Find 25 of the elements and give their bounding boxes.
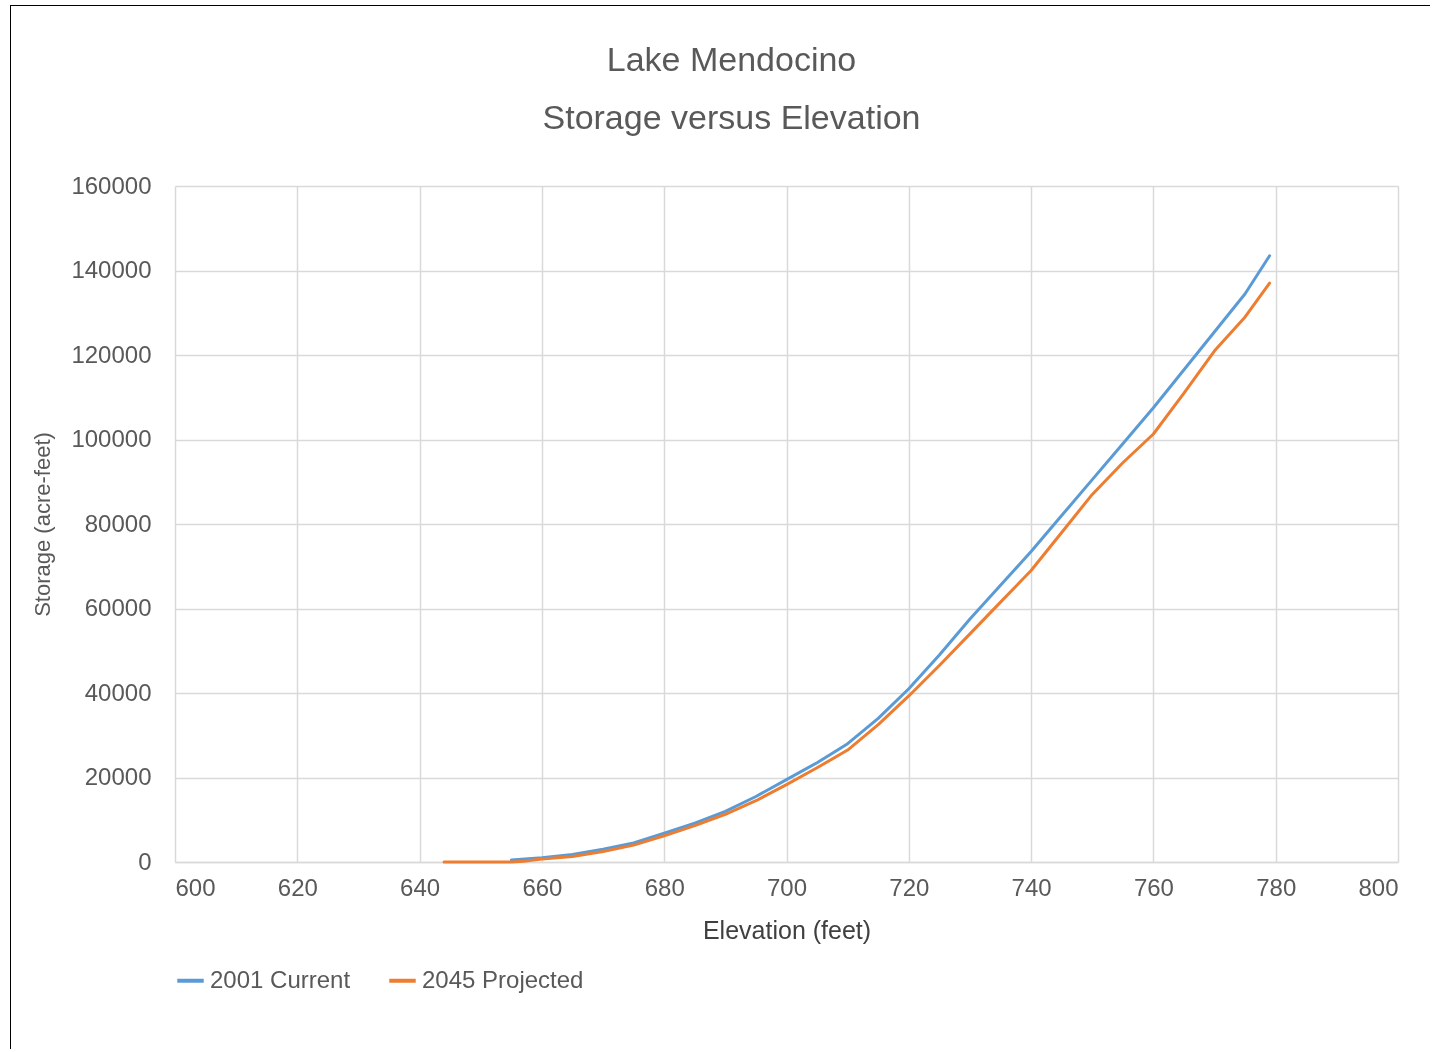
y-tick-label: 20000 xyxy=(84,763,152,790)
y-tick-label: 0 xyxy=(138,847,152,875)
y-tick-label: 140000 xyxy=(71,256,152,283)
x-tick-label: 640 xyxy=(400,873,441,901)
y-tick-label: 60000 xyxy=(84,594,152,621)
x-axis-title: Elevation (feet) xyxy=(702,915,872,944)
x-tick-label: 740 xyxy=(1011,873,1052,901)
x-tick-label: 780 xyxy=(1256,873,1297,901)
x-tick-label: 660 xyxy=(522,873,563,901)
legend-label: 2045 Projected xyxy=(422,965,584,993)
y-axis-title: Storage (acre-feet) xyxy=(30,432,56,617)
y-tick-label: 40000 xyxy=(84,678,152,706)
x-tick-label: 620 xyxy=(277,873,318,901)
x-tick-label: 760 xyxy=(1133,873,1174,901)
x-tick-label: 720 xyxy=(889,873,930,901)
chart-title: Lake Mendocino Storage versus Elevation xyxy=(542,40,921,136)
y-tick-label: 160000 xyxy=(71,171,152,199)
x-tick-label: 700 xyxy=(766,873,808,901)
x-tick-label: 800 xyxy=(1358,873,1399,901)
legend-label: 2001 Current xyxy=(210,965,351,993)
x-tick-label: 680 xyxy=(644,873,685,901)
y-tick-label: 100000 xyxy=(71,425,152,452)
x-tick-label: 600 xyxy=(175,873,216,901)
y-tick-label: 80000 xyxy=(84,509,152,537)
y-tick-label: 120000 xyxy=(71,340,152,368)
